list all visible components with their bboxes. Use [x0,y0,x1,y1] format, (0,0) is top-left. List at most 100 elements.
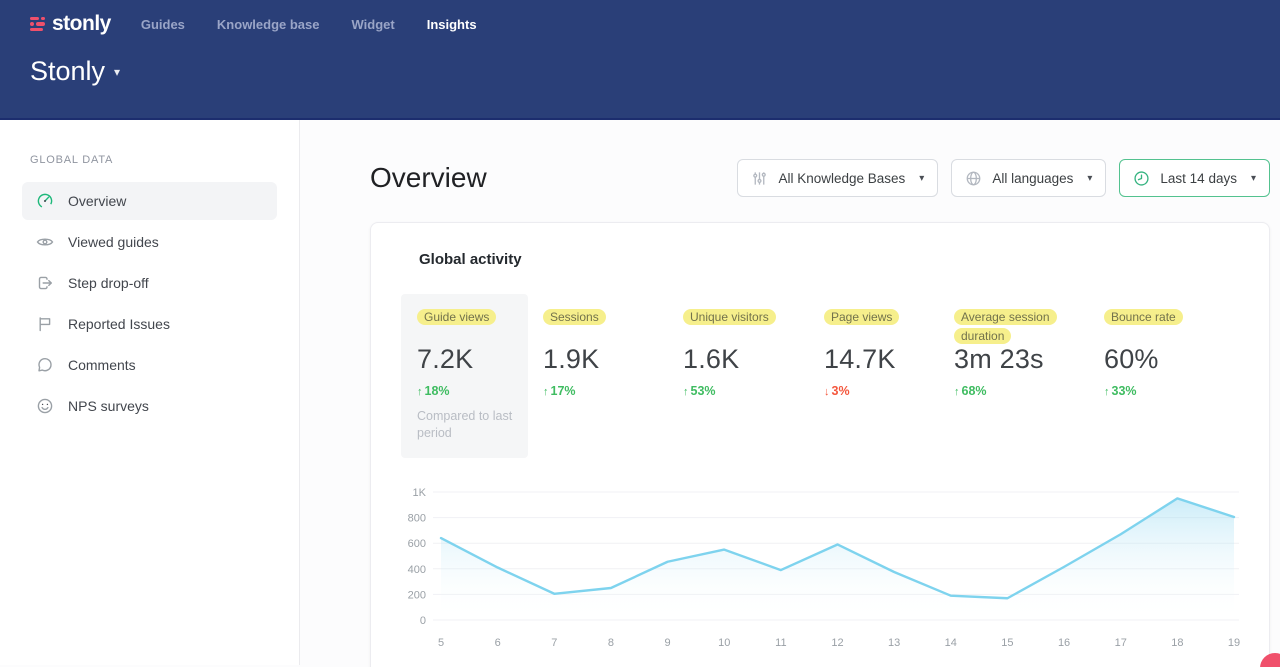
sidebar-item-reported-issues[interactable]: Reported Issues [22,305,277,343]
flag-icon [39,317,51,332]
metric-unique-visitors[interactable]: Unique visitors 1.6K ↑ 53% [683,294,824,458]
eye-icon [36,238,54,246]
nav-row: stonly Guides Knowledge base Widget Insi… [0,0,1280,42]
metric-delta: ↑ 17% [543,384,576,398]
sidebar-item-label: Comments [68,357,136,373]
clock-icon [1134,170,1149,186]
stonly-logo-icon [30,16,45,32]
nav-item-guides[interactable]: Guides [140,16,185,32]
trend-arrow-icon: ↑ [683,386,689,398]
svg-text:5: 5 [438,637,444,649]
main-nav: Guides Knowledge base Widget Insights [141,17,477,32]
svg-text:19: 19 [1228,637,1240,649]
filters: All Knowledge Bases ▾ All languages ▾ [737,159,1270,197]
filter-label: All Knowledge Bases [778,170,906,186]
svg-text:10: 10 [718,637,730,649]
sidebar: GLOBAL DATA Overview Viewed guides Step … [0,120,300,665]
chevron-down-icon: ▾ [919,172,925,184]
svg-text:16: 16 [1058,637,1070,649]
metric-page-views[interactable]: Page views 14.7K ↓ 3% [824,294,954,458]
chevron-down-icon: ▾ [1250,172,1256,184]
metric-bounce-rate[interactable]: Bounce rate 60% ↑ 33% [1104,294,1239,458]
sidebar-item-comments[interactable]: Comments [22,346,277,384]
metric-value: 1.9K [543,344,600,374]
chat-widget-bubble[interactable] [1260,653,1280,667]
svg-text:600: 600 [408,538,426,550]
comment-icon [38,358,52,372]
activity-area-chart[interactable]: 0 200 400 600 800 1K 5 6 7 8 9 10 11 12 13 14 15 16 17 18 19 [401,480,1241,655]
metric-value: 60% [1104,344,1159,374]
metric-label: Page views [824,309,900,325]
svg-text:15: 15 [1001,637,1013,649]
svg-text:800: 800 [408,513,426,525]
svg-text:13: 13 [888,637,900,649]
global-activity-card: Global activity Guide views 7.2K ↑ 18% Co… [370,222,1270,667]
metric-delta: ↑ 18% [417,384,450,398]
nav-item-insights[interactable]: Insights [426,16,477,32]
globe-icon [966,171,981,185]
sidebar-section-label: GLOBAL DATA [30,154,114,166]
metric-label: Bounce rate [1104,309,1183,325]
main-content: Overview All Knowledge Bases ▾ [300,120,1280,667]
sidebar-item-label: Step drop-off [68,275,149,291]
svg-text:6: 6 [495,637,501,649]
sidebar-item-step-drop-off[interactable]: Step drop-off [22,264,277,302]
workspace-row: Stonly ▾ [0,42,1280,87]
sidebar-item-overview[interactable]: Overview [22,182,277,220]
nav-item-widget[interactable]: Widget [351,16,395,32]
sidebar-item-nps-surveys[interactable]: NPS surveys [22,387,277,425]
workspace-caret-icon[interactable]: ▾ [114,64,121,79]
activity-chart-area: 0 200 400 600 800 1K 5 6 7 8 9 10 11 12 13 14 15 16 17 18 19 [401,480,1241,660]
metric-value: 14.7K [824,344,896,374]
sidebar-item-label: NPS surveys [68,398,149,414]
metric-delta: ↑ 68% [954,384,987,398]
metric-delta: ↑ 53% [683,384,716,398]
sidebar-item-label: Overview [68,193,127,209]
stonly-logo-text: stonly [52,12,111,35]
nav-item-knowledge-base[interactable]: Knowledge base [216,16,320,32]
svg-text:9: 9 [665,637,671,649]
metric-guide-views[interactable]: Guide views 7.2K ↑ 18% Compared to last p… [401,294,528,458]
sidebar-item-viewed-guides[interactable]: Viewed guides [22,223,277,261]
metric-label: Unique visitors [683,309,776,325]
step-dropoff-icon [38,276,52,290]
trend-arrow-icon: ↑ [1104,386,1110,398]
trend-arrow-icon: ↑ [417,386,423,398]
trend-arrow-icon: ↑ [543,386,549,398]
svg-text:7: 7 [551,637,557,649]
chevron-down-icon: ▾ [1087,172,1093,184]
svg-text:12: 12 [831,637,843,649]
metric-label: Average session duration [954,309,1057,344]
metric-note: Compared to last period [417,409,513,440]
filter-label: Last 14 days [1160,170,1237,186]
sliders-icon [753,171,767,185]
stonly-logo[interactable]: stonly [30,12,111,36]
svg-text:400: 400 [408,564,426,576]
svg-text:1K: 1K [413,487,427,499]
metric-label: Guide views [417,309,497,325]
metric-value: 3m 23s [954,344,1044,374]
svg-text:17: 17 [1115,637,1127,649]
sidebar-item-label: Reported Issues [68,316,170,332]
workspace-title: Stonly [30,56,106,86]
metric-sessions[interactable]: Sessions 1.9K ↑ 17% [543,294,683,458]
filter-label: All languages [992,170,1074,186]
page-title: Overview [370,162,487,193]
metric-value: 1.6K [683,344,740,374]
svg-text:8: 8 [608,637,614,649]
svg-text:0: 0 [420,615,426,627]
date-range-filter[interactable]: Last 14 days ▾ [1119,159,1270,197]
knowledge-bases-filter[interactable]: All Knowledge Bases ▾ [737,159,939,197]
metric-label: Sessions [543,309,606,325]
svg-text:200: 200 [408,589,426,601]
trend-arrow-icon: ↓ [824,386,830,398]
gauge-icon [37,193,53,209]
svg-text:11: 11 [775,637,786,649]
metrics-row: Guide views 7.2K ↑ 18% Compared to last p… [401,294,1239,458]
metric-avg-session-duration[interactable]: Average session duration 3m 23s ↑ 68% [954,294,1104,458]
svg-text:18: 18 [1171,637,1183,649]
sidebar-item-label: Viewed guides [68,234,159,250]
languages-filter[interactable]: All languages ▾ [951,159,1107,197]
trend-arrow-icon: ↑ [954,386,960,398]
top-bar: stonly Guides Knowledge base Widget Insi… [0,0,1280,120]
